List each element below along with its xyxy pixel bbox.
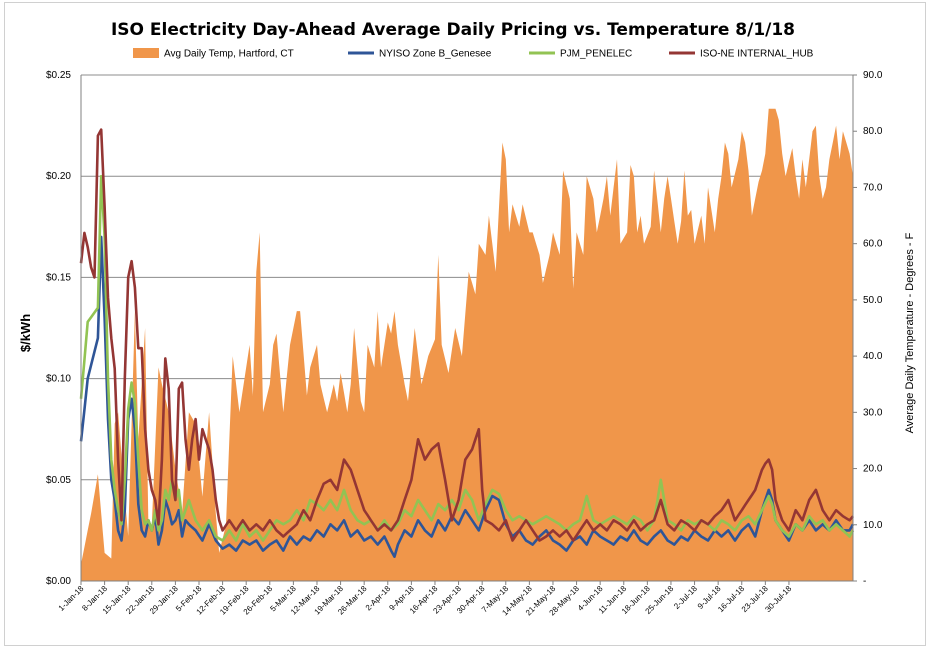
y-axis-title: $/kWh [18,314,33,352]
temperature-area-layer [81,108,853,581]
x-tick-label: 30-Jul-18 [763,584,793,614]
y2-tick-label: 60.0 [863,239,883,250]
y2-tick-label: 40.0 [863,351,883,362]
axes [80,75,854,582]
y-tick-label: $0.25 [46,70,71,81]
x-tick-label: 2-Jul-18 [672,584,699,611]
y2-tick-label: 80.0 [863,126,883,137]
y-axis-ticks: $0.00 $0.05 $0.10 $0.15 $0.20 $0.25 [46,70,71,587]
series-line-pjm [79,174,855,542]
y2-tick-label: 10.0 [863,520,883,531]
legend: Avg Daily Temp, Hartford, CT NYISO Zone B… [133,48,814,60]
series-area-temperature [81,108,853,581]
y-tick-label: $0.05 [46,475,71,486]
y2-tick-label: 30.0 [863,407,883,418]
chart-frame: ISO Electricity Day-Ahead Average Daily … [4,2,926,646]
y2-tick-label: 90.0 [863,70,883,81]
y2-tick-label: - [863,576,866,587]
y-tick-label: $0.10 [46,374,71,385]
y2-tick-label: 50.0 [863,295,883,306]
y-tick-label: $0.00 [46,576,71,587]
chart-title: ISO Electricity Day-Ahead Average Daily … [111,20,795,40]
y2-axis-ticks: - 10.0 20.0 30.0 40.0 50.0 60.0 70.0 80.0 90.0 [853,70,883,587]
legend-label: NYISO Zone B_Genesee [379,49,492,60]
chart-svg: ISO Electricity Day-Ahead Average Daily … [18,20,916,617]
series-line-isone [79,128,855,542]
y-tick-label: $0.15 [46,272,71,283]
y2-axis-title: Average Daily Temperature - Degrees - F [904,232,916,433]
y-tick-label: $0.20 [46,171,71,182]
legend-label: Avg Daily Temp, Hartford, CT [164,49,294,60]
legend-swatch-temperature [133,48,159,58]
legend-label: PJM_PENELEC [560,49,632,60]
y2-tick-label: 70.0 [863,182,883,193]
series-line-nyiso [79,235,855,558]
price-lines-layer [79,128,855,558]
legend-label: ISO-NE INTERNAL_HUB [700,49,814,60]
x-axis-ticks: 1-Jan-188-Jan-1815-Jan-1822-Jan-1829-Jan… [57,581,794,617]
y2-tick-label: 20.0 [863,464,883,475]
